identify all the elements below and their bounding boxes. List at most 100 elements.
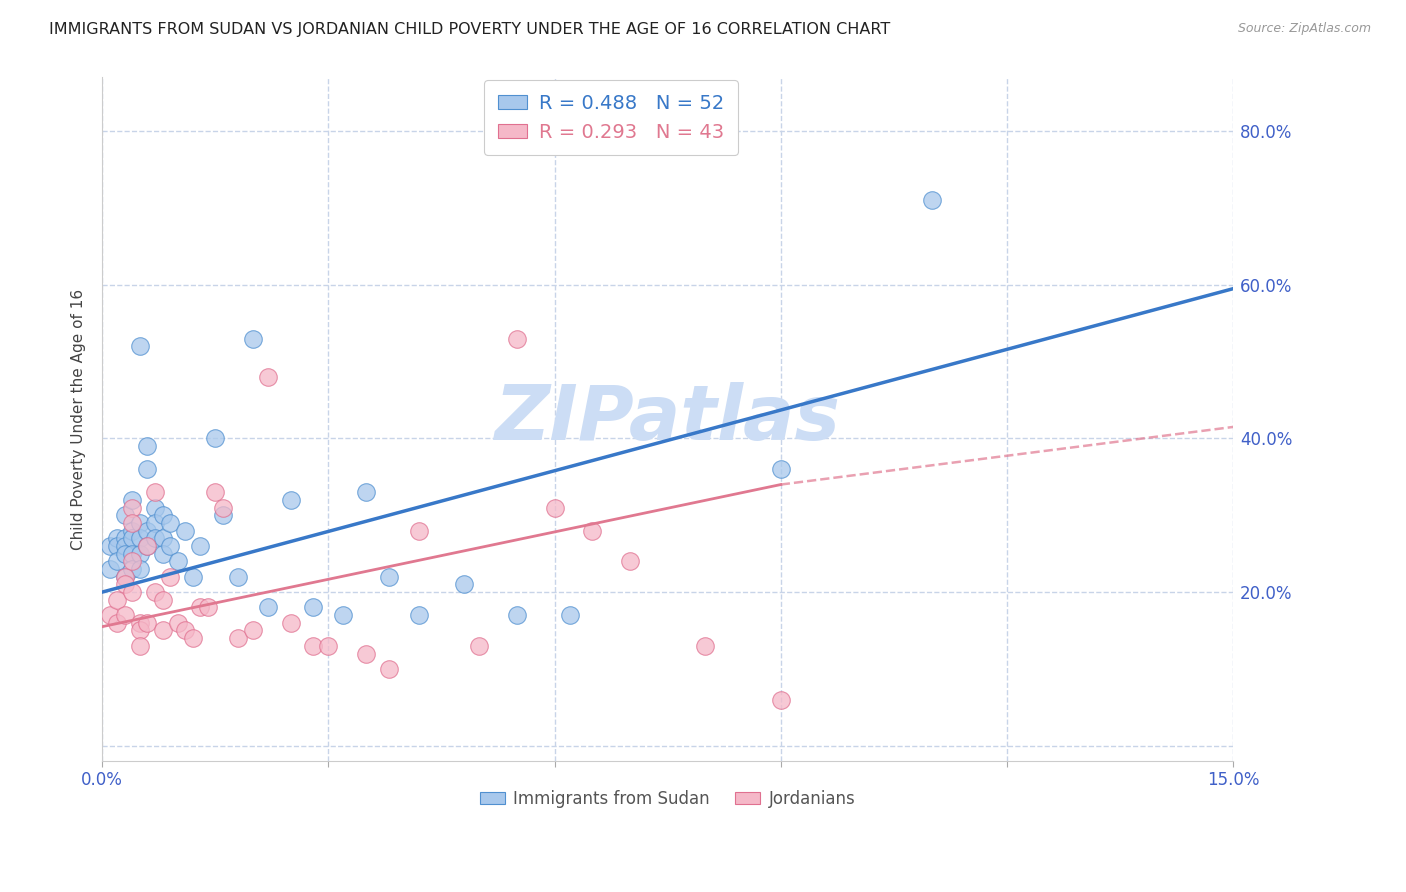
Point [143,531,166,545]
Point [408,524,430,538]
Point [181,631,204,645]
Point [226,570,249,584]
Point [121,554,143,568]
Text: IMMIGRANTS FROM SUDAN VS JORDANIAN CHILD POVERTY UNDER THE AGE OF 16 CORRELATION: IMMIGRANTS FROM SUDAN VS JORDANIAN CHILD… [49,22,890,37]
Point [354,485,377,500]
Point [136,539,159,553]
Point [211,508,233,523]
Point [136,439,159,453]
Point [619,554,641,568]
Point [105,592,128,607]
Point [114,570,136,584]
Point [159,516,181,530]
Point [136,462,159,476]
Text: Source: ZipAtlas.com: Source: ZipAtlas.com [1237,22,1371,36]
Point [105,554,128,568]
Point [280,492,302,507]
Point [174,624,197,638]
Point [188,539,211,553]
Point [159,539,181,553]
Point [769,692,792,706]
Point [105,539,128,553]
Point [377,662,399,676]
Point [166,554,188,568]
Point [354,647,377,661]
Point [318,639,340,653]
Point [152,508,174,523]
Point [129,624,152,638]
Point [129,639,152,653]
Point [143,585,166,599]
Point [143,500,166,515]
Point [98,608,121,623]
Point [121,524,143,538]
Point [114,531,136,545]
Point [769,462,792,476]
Point [114,539,136,553]
Point [197,600,219,615]
Point [136,524,159,538]
Point [121,547,143,561]
Point [152,547,174,561]
Point [152,592,174,607]
Point [143,516,166,530]
Point [105,531,128,545]
Point [98,539,121,553]
Point [242,332,264,346]
Point [695,639,717,653]
Point [143,485,166,500]
Point [468,639,491,653]
Point [211,500,233,515]
Point [114,508,136,523]
Point [129,547,152,561]
Point [129,516,152,530]
Text: ZIPatlas: ZIPatlas [495,383,841,457]
Point [114,577,136,591]
Point [114,608,136,623]
Point [453,577,475,591]
Point [129,615,152,630]
Point [242,624,264,638]
Point [152,531,174,545]
Legend: Immigrants from Sudan, Jordanians: Immigrants from Sudan, Jordanians [474,783,862,814]
Point [204,485,226,500]
Point [121,562,143,576]
Point [204,432,226,446]
Point [136,615,159,630]
Point [98,562,121,576]
Point [129,562,152,576]
Point [105,615,128,630]
Point [166,615,188,630]
Point [121,492,143,507]
Point [226,631,249,645]
Point [152,624,174,638]
Point [121,585,143,599]
Point [543,500,565,515]
Point [506,332,529,346]
Point [506,608,529,623]
Point [332,608,354,623]
Point [280,615,302,630]
Point [408,608,430,623]
Point [136,539,159,553]
Point [302,600,325,615]
Point [129,339,152,353]
Point [257,600,280,615]
Point [121,531,143,545]
Point [121,516,143,530]
Point [114,570,136,584]
Point [114,547,136,561]
Point [581,524,603,538]
Point [302,639,325,653]
Point [188,600,211,615]
Point [921,194,943,208]
Y-axis label: Child Poverty Under the Age of 16: Child Poverty Under the Age of 16 [72,289,86,549]
Point [159,570,181,584]
Point [174,524,197,538]
Point [558,608,581,623]
Point [181,570,204,584]
Point [129,531,152,545]
Point [121,500,143,515]
Point [257,370,280,384]
Point [377,570,399,584]
